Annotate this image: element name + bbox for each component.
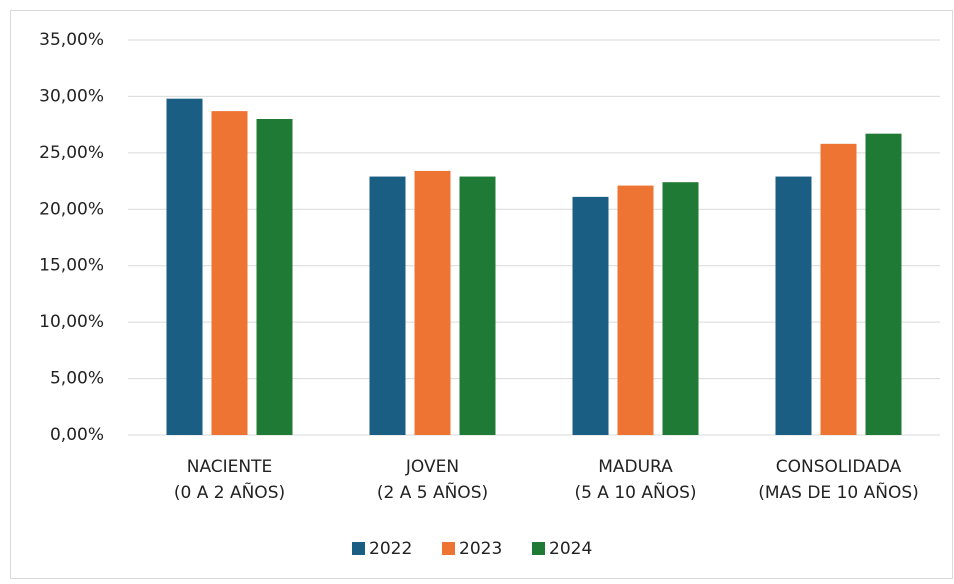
bar <box>617 185 654 435</box>
bar <box>572 196 609 435</box>
x-tick-label: (MAS DE 10 AÑOS) <box>758 481 919 503</box>
bar <box>256 119 293 435</box>
y-tick-label: 20,00% <box>39 199 104 219</box>
x-tick-label: JOVEN <box>405 457 459 477</box>
x-tick-label: NACIENTE <box>187 457 273 477</box>
y-tick-label: 10,00% <box>39 312 104 332</box>
y-tick-label: 15,00% <box>39 256 104 276</box>
x-tick-label: (5 A 10 AÑOS) <box>574 481 696 503</box>
bar <box>211 111 248 435</box>
legend-swatch <box>532 542 545 555</box>
y-tick-label: 30,00% <box>39 86 104 106</box>
bar <box>414 170 451 435</box>
bar <box>820 143 857 436</box>
legend-label: 2023 <box>459 539 502 559</box>
y-tick-label: 35,00% <box>39 30 104 50</box>
bar <box>459 176 496 436</box>
x-tick-label: MADURA <box>598 457 673 477</box>
bar <box>369 176 406 436</box>
legend-swatch <box>442 542 455 555</box>
legend-label: 2024 <box>549 539 592 559</box>
y-tick-label: 0,00% <box>50 425 104 445</box>
legend-label: 2022 <box>369 539 412 559</box>
y-tick-label: 25,00% <box>39 143 104 163</box>
bar <box>662 182 699 435</box>
x-tick-label: (0 A 2 AÑOS) <box>174 481 285 503</box>
x-tick-label: (2 A 5 AÑOS) <box>377 481 488 503</box>
legend-swatch <box>352 542 365 555</box>
bar <box>166 98 203 435</box>
x-tick-label: CONSOLIDADA <box>776 457 902 477</box>
y-tick-label: 5,00% <box>50 369 104 389</box>
bar <box>775 176 812 436</box>
bar <box>865 133 902 435</box>
